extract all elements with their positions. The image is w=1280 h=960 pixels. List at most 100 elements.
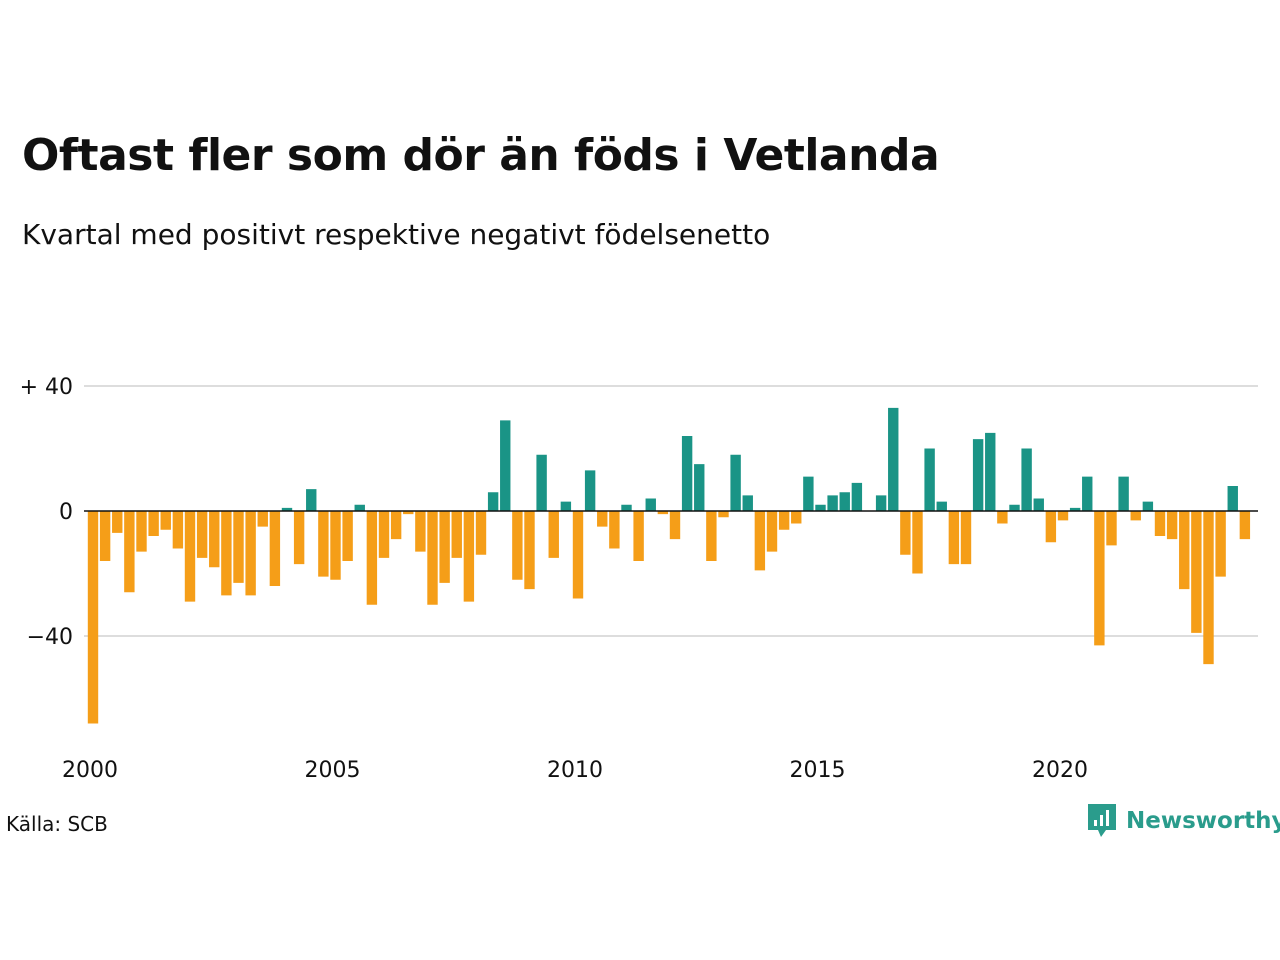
bar	[1179, 511, 1190, 590]
y-tick-label: 0	[59, 500, 73, 525]
bar	[548, 511, 559, 558]
bar	[1239, 511, 1251, 540]
bar	[500, 420, 511, 512]
bar	[415, 511, 426, 552]
axes: + 40 0 −40 2000 2005 2010 2015 2020	[20, 375, 1258, 783]
bar	[1203, 511, 1214, 665]
bar	[1021, 448, 1032, 511]
bar	[306, 489, 317, 512]
bar	[621, 504, 632, 511]
bar	[1106, 511, 1117, 546]
bar	[730, 454, 741, 511]
bar	[1057, 511, 1069, 521]
bar	[427, 511, 438, 605]
x-tick-label: 2000	[62, 758, 118, 783]
bar	[390, 511, 402, 540]
bar	[487, 492, 499, 511]
bar	[936, 501, 947, 512]
bar	[196, 511, 208, 558]
bar	[1215, 511, 1226, 577]
bar	[378, 511, 390, 558]
bar	[269, 511, 281, 586]
bar	[888, 407, 899, 512]
bar	[633, 511, 644, 561]
bar	[669, 511, 681, 540]
bar	[742, 495, 753, 512]
bar	[875, 495, 887, 512]
bar	[815, 504, 826, 511]
bar	[172, 511, 184, 549]
bar	[184, 511, 196, 602]
bar	[112, 511, 123, 533]
bar	[148, 511, 159, 536]
bar	[1118, 476, 1129, 512]
brand-logo[interactable]: Newsworthy	[1086, 802, 1280, 840]
bars	[87, 407, 1251, 724]
bar	[1094, 511, 1105, 646]
bar	[972, 439, 984, 512]
bar	[1045, 511, 1057, 543]
bar	[160, 511, 171, 530]
bar	[1069, 507, 1081, 512]
bar	[706, 511, 717, 561]
bar	[221, 511, 232, 596]
bar	[791, 511, 802, 524]
newsworthy-logo-icon	[1088, 804, 1116, 837]
bar	[997, 511, 1008, 524]
bar	[1009, 504, 1020, 511]
bar	[827, 495, 838, 512]
bar	[778, 511, 790, 530]
bar	[87, 511, 99, 724]
bar	[439, 511, 450, 583]
bar	[718, 511, 729, 518]
bar	[124, 511, 135, 593]
bar	[645, 498, 656, 511]
x-tick-label: 2005	[305, 758, 361, 783]
bar	[900, 511, 911, 555]
bar	[330, 511, 341, 580]
bar	[463, 511, 475, 602]
bar	[803, 476, 814, 512]
chart-title: Oftast fler som dör än föds i Vetlanda	[22, 130, 940, 181]
bar	[512, 511, 523, 580]
bar	[1130, 511, 1141, 521]
bar	[912, 511, 923, 574]
bar	[1154, 511, 1166, 536]
bar	[1166, 511, 1178, 540]
bar	[1033, 498, 1044, 511]
bar	[403, 511, 414, 515]
bar	[694, 464, 705, 512]
bar	[1191, 511, 1202, 633]
bar	[1082, 476, 1093, 512]
bar	[536, 454, 547, 511]
bar	[524, 511, 535, 590]
bar	[451, 511, 462, 558]
bar	[136, 511, 147, 552]
bar	[99, 511, 111, 561]
bar-chart: + 40 0 −40 2000 2005 2010 2015 2020	[20, 375, 1258, 783]
y-tick-label: −40	[27, 625, 73, 650]
bar	[209, 511, 220, 568]
x-tick-label: 2015	[790, 758, 846, 783]
bar	[572, 511, 584, 599]
bar	[233, 511, 244, 583]
bar	[839, 492, 850, 511]
x-tick-label: 2010	[547, 758, 603, 783]
bar	[754, 511, 766, 571]
bar	[1227, 486, 1238, 511]
brand-name: Newsworthy	[1126, 808, 1280, 834]
bar	[318, 511, 329, 577]
bar	[342, 511, 353, 561]
bar	[609, 511, 620, 549]
bar	[766, 511, 778, 552]
bar	[985, 432, 996, 512]
bar	[681, 436, 693, 511]
bar	[597, 511, 608, 527]
bar	[257, 511, 268, 527]
x-tick-label: 2020	[1032, 758, 1088, 783]
grid-lines	[84, 385, 1258, 637]
bar	[584, 470, 596, 512]
bar	[924, 448, 935, 511]
chart-subtitle: Kvartal med positivt respektive negativt…	[22, 218, 771, 251]
bar	[293, 511, 305, 565]
